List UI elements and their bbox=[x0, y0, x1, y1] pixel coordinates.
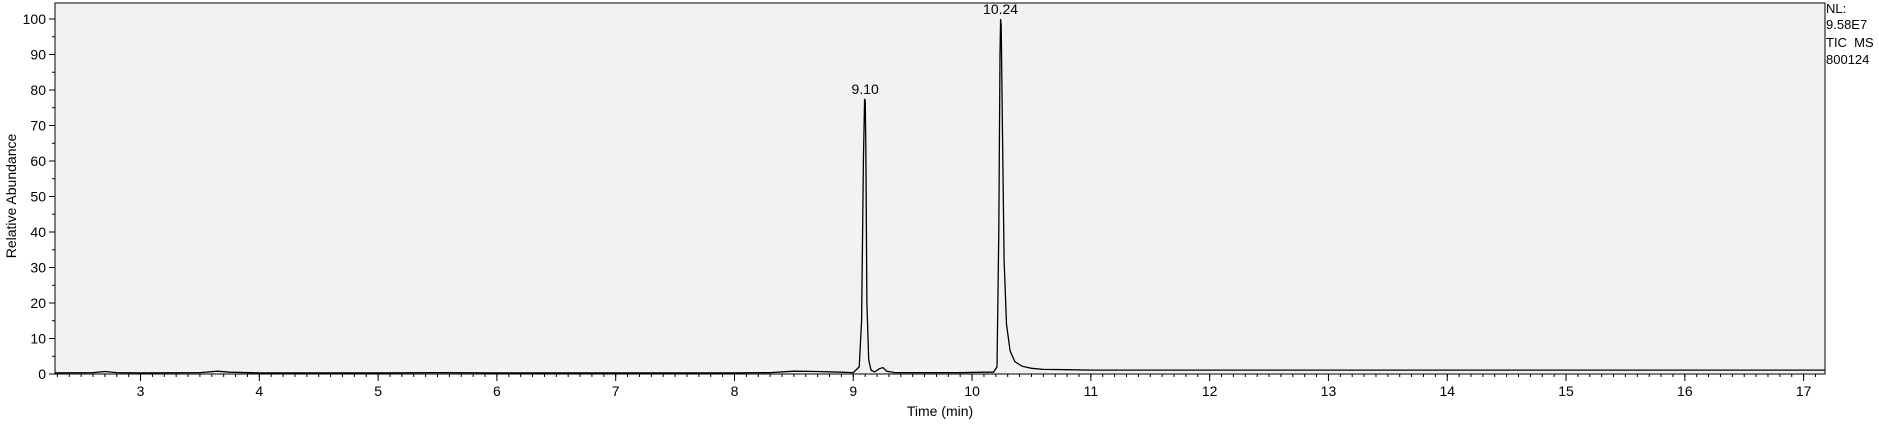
peak-labels: 9.10 10.24 bbox=[852, 1, 1019, 97]
x-tick-label: 8 bbox=[731, 383, 739, 399]
scan-type: TIC MS bbox=[1826, 35, 1874, 50]
y-tick-label: 90 bbox=[30, 47, 46, 63]
y-axis: 0 10 20 30 40 50 60 70 80 90 100 bbox=[23, 11, 55, 382]
y-tick-label: 100 bbox=[23, 11, 47, 27]
x-tick-label: 15 bbox=[1558, 383, 1574, 399]
peak-label: 10.24 bbox=[983, 1, 1018, 17]
x-tick-label: 13 bbox=[1321, 383, 1337, 399]
x-tick-label: 4 bbox=[255, 383, 263, 399]
y-tick-label: 60 bbox=[30, 153, 46, 169]
peak-label: 9.10 bbox=[852, 81, 879, 97]
x-tick-label: 3 bbox=[137, 383, 145, 399]
x-tick-label: 6 bbox=[493, 383, 501, 399]
x-axis-title: Time (min) bbox=[907, 403, 973, 419]
x-tick-label: 12 bbox=[1202, 383, 1218, 399]
y-tick-label: 10 bbox=[30, 331, 46, 347]
y-tick-label: 50 bbox=[30, 189, 46, 205]
y-axis-title: Relative Abundance bbox=[3, 134, 19, 259]
y-tick-label: 80 bbox=[30, 82, 46, 98]
tic-trace-line bbox=[54, 18, 1825, 374]
plot-area bbox=[54, 2, 1826, 375]
x-tick-label: 10 bbox=[964, 383, 980, 399]
x-tick-label: 14 bbox=[1439, 383, 1455, 399]
x-tick-label: 9 bbox=[849, 383, 857, 399]
y-tick-label: 20 bbox=[30, 295, 46, 311]
nl-label: NL: bbox=[1826, 1, 1846, 16]
y-tick-label: 40 bbox=[30, 224, 46, 240]
x-tick-label: 17 bbox=[1796, 383, 1812, 399]
y-tick-label: 70 bbox=[30, 118, 46, 134]
y-tick-label: 30 bbox=[30, 260, 46, 276]
x-axis: 3 4 5 6 7 8 9 10 11 12 13 14 15 16 17 bbox=[56, 374, 1816, 399]
x-tick-label: 16 bbox=[1677, 383, 1693, 399]
x-tick-label: 11 bbox=[1084, 383, 1099, 399]
x-tick-label: 7 bbox=[612, 383, 620, 399]
y-tick-label: 0 bbox=[38, 366, 46, 382]
nl-value: 9.58E7 bbox=[1826, 17, 1867, 32]
x-tick-label: 5 bbox=[374, 383, 382, 399]
sample-id: 800124 bbox=[1826, 52, 1869, 67]
